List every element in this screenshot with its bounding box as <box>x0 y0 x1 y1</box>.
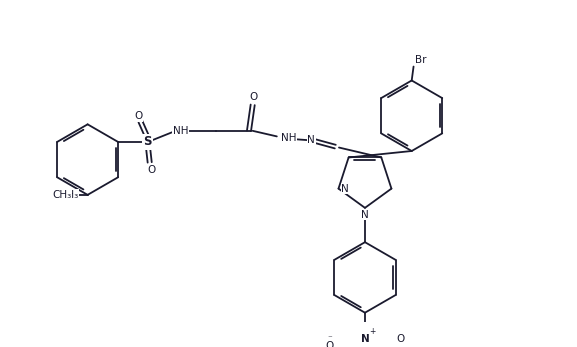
Text: O: O <box>325 341 334 347</box>
Text: +: + <box>370 327 376 336</box>
Text: Br: Br <box>415 55 427 65</box>
Text: N: N <box>361 210 369 220</box>
Text: O: O <box>134 111 143 121</box>
Text: O: O <box>396 334 404 344</box>
Text: CH₃: CH₃ <box>59 190 78 200</box>
Text: CH₃: CH₃ <box>53 190 72 200</box>
Text: N: N <box>361 334 369 344</box>
Text: O: O <box>148 165 156 175</box>
Text: O: O <box>249 92 258 102</box>
Text: N: N <box>341 184 349 194</box>
Text: NH: NH <box>173 126 188 136</box>
Text: NH: NH <box>282 133 297 143</box>
Text: ⁻: ⁻ <box>327 334 332 343</box>
Text: S: S <box>144 135 152 149</box>
Text: N: N <box>308 135 315 145</box>
